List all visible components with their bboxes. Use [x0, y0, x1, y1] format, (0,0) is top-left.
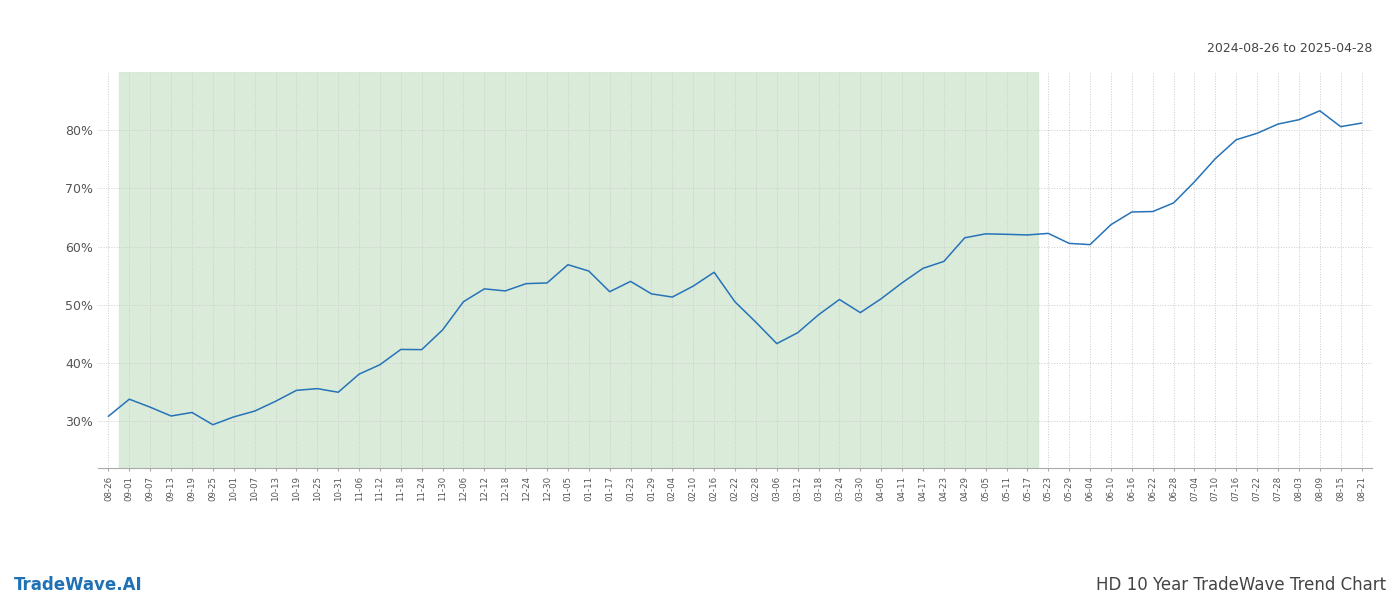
Bar [119, 72, 1037, 468]
Text: 2024-08-26 to 2025-04-28: 2024-08-26 to 2025-04-28 [1207, 42, 1372, 55]
Text: HD 10 Year TradeWave Trend Chart: HD 10 Year TradeWave Trend Chart [1096, 576, 1386, 594]
Text: TradeWave.AI: TradeWave.AI [14, 576, 143, 594]
